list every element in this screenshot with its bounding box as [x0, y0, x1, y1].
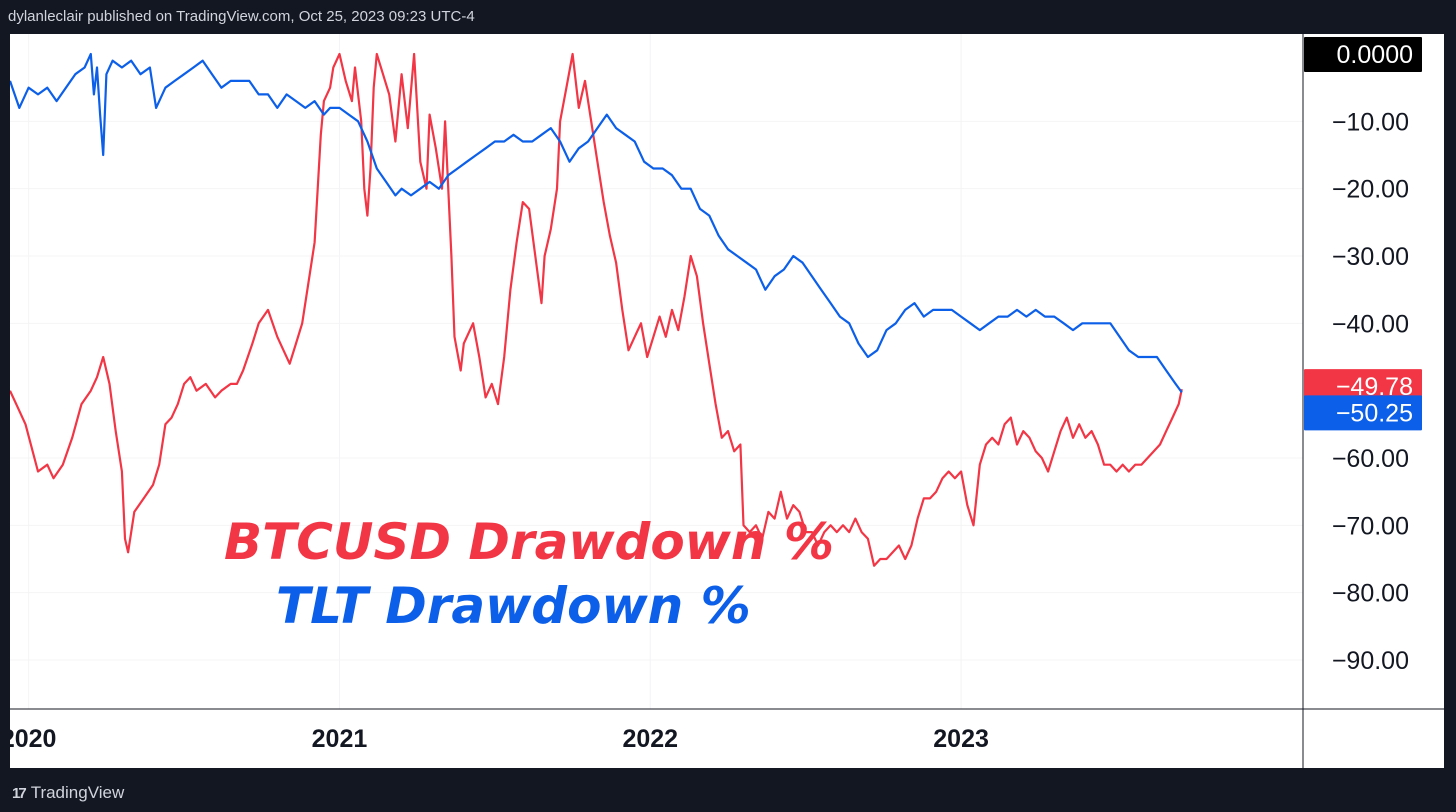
- tradingview-logo[interactable]: 17 TradingView: [12, 783, 124, 803]
- btc-drawdown-line: [10, 52, 1183, 567]
- btc-legend-label: BTCUSD Drawdown %: [224, 513, 834, 571]
- y-tick-label: −30.00: [1332, 243, 1409, 271]
- y-tick-label: −10.00: [1332, 108, 1409, 136]
- footer-bar: [0, 768, 1456, 812]
- tradingview-logo-icon: 17: [12, 784, 27, 802]
- zero-last-value-label: 0.0000: [1337, 41, 1413, 69]
- drawdown-chart[interactable]: −10.00 −20.00 −30.00 −40.00 −60.00 −70.00 −80.…: [10, 34, 1444, 768]
- tlt-last-value-badge: [1304, 395, 1422, 431]
- x-tick-label: 2023: [933, 725, 989, 753]
- tlt-legend-label: TLT Drawdown %: [276, 577, 751, 635]
- publisher-header: dylanleclair published on TradingView.co…: [0, 0, 1456, 34]
- x-tick-label: 2021: [312, 725, 368, 753]
- y-tick-label: −70.00: [1332, 512, 1409, 540]
- tlt-last-value-label: −50.25: [1336, 399, 1413, 427]
- zero-last-value-badge: [1304, 37, 1422, 72]
- y-tick-label: −90.00: [1332, 647, 1409, 675]
- y-tick-label: −20.00: [1332, 176, 1409, 204]
- chart-background: [10, 34, 1444, 768]
- y-tick-label: −80.00: [1332, 580, 1409, 608]
- tradingview-brand-text: TradingView: [30, 783, 125, 802]
- last-value-labels: 0.0000−49.78−50.25: [1304, 37, 1422, 431]
- y-tick-label: −60.00: [1332, 445, 1409, 473]
- grid-layer: [10, 34, 1303, 709]
- x-tick-label: 2022: [622, 725, 678, 753]
- tlt-drawdown-line: [10, 52, 1183, 394]
- series-layer: [10, 52, 1183, 567]
- price-axis: −10.00 −20.00 −30.00 −40.00 −60.00 −70.00 −80.…: [1332, 108, 1409, 675]
- y-tick-label: −40.00: [1332, 310, 1409, 338]
